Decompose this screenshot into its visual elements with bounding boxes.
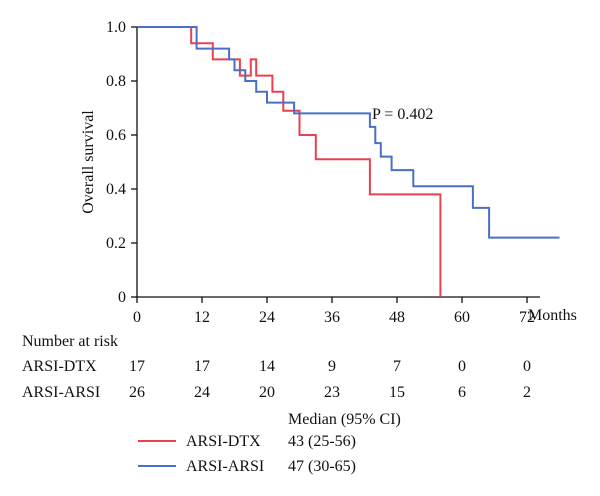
x-tick-label: 24 — [259, 309, 275, 326]
risk-table: Number at risk ARSI-DTX ARSI-ARSI 17 17 14… — [22, 333, 531, 401]
risk-table-heading: Number at risk — [22, 333, 118, 350]
x-ticks: 0 12 24 36 48 60 72 — [133, 297, 535, 326]
risk-cell: 17 — [194, 358, 210, 375]
x-tick-label: 48 — [389, 309, 405, 326]
y-tick-label: 0.6 — [106, 127, 126, 144]
legend-header: Median (95% CI) — [288, 411, 401, 428]
risk-cell: 0 — [523, 358, 531, 375]
x-tick-label: 0 — [133, 309, 141, 326]
risk-cell: 23 — [324, 384, 340, 401]
risk-cell: 17 — [129, 358, 145, 375]
risk-cell: 0 — [458, 358, 466, 375]
y-tick-label: 0.4 — [106, 181, 126, 198]
risk-cell: 14 — [259, 358, 275, 375]
x-tick-label: 12 — [194, 309, 210, 326]
y-axis-label: Overall survival — [80, 110, 97, 214]
x-tick-label: 36 — [324, 309, 340, 326]
risk-cell: 2 — [523, 384, 531, 401]
risk-row-label: ARSI-ARSI — [22, 384, 100, 401]
legend-label: ARSI-ARSI — [186, 458, 264, 475]
x-tick-label: 72 — [519, 309, 535, 326]
risk-row-label: ARSI-DTX — [22, 358, 97, 375]
risk-cell: 15 — [389, 384, 405, 401]
series-line-arsi-arsi — [137, 26, 560, 239]
risk-cell: 24 — [194, 384, 210, 401]
x-axis-label: Months — [528, 307, 577, 324]
p-value-annotation: P = 0.402 — [372, 106, 433, 123]
risk-table-cells: 17 17 14 9 7 0 0 26 24 20 23 15 6 2 — [129, 358, 531, 401]
legend-label: ARSI-DTX — [186, 433, 261, 450]
legend: Median (95% CI) ARSI-DTX 43 (25-56) ARSI… — [138, 411, 401, 475]
risk-cell: 9 — [328, 358, 336, 375]
series-line-arsi-dtx — [137, 26, 442, 297]
legend-median: 43 (25-56) — [288, 433, 356, 450]
risk-cell: 6 — [458, 384, 466, 401]
y-tick-label: 1.0 — [106, 19, 126, 36]
y-tick-label: 0.2 — [106, 235, 126, 252]
y-ticks: 0 0.2 0.4 0.6 0.8 1.0 — [106, 19, 137, 306]
y-tick-label: 0.8 — [106, 73, 126, 90]
survival-curves — [137, 26, 560, 297]
y-tick-label: 0 — [118, 289, 126, 306]
risk-cell: 7 — [393, 358, 401, 375]
risk-cell: 26 — [129, 384, 145, 401]
legend-median: 47 (30-65) — [288, 458, 356, 475]
risk-cell: 20 — [259, 384, 275, 401]
x-tick-label: 60 — [454, 309, 470, 326]
plot-area: 0 0.2 0.4 0.6 0.8 1.0 0 12 24 36 48 60 72 — [106, 19, 560, 326]
